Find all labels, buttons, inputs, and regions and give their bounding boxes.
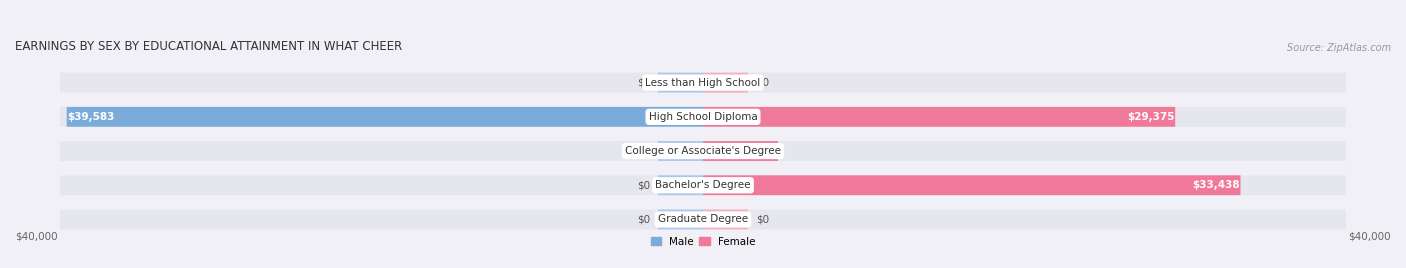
FancyBboxPatch shape bbox=[60, 210, 1346, 229]
Legend: Male, Female: Male, Female bbox=[647, 233, 759, 251]
FancyBboxPatch shape bbox=[658, 175, 703, 195]
Text: $0: $0 bbox=[756, 214, 769, 225]
Text: Less than High School: Less than High School bbox=[645, 78, 761, 88]
Text: $0: $0 bbox=[637, 214, 650, 225]
FancyBboxPatch shape bbox=[703, 210, 748, 229]
FancyBboxPatch shape bbox=[60, 175, 1346, 195]
Text: $0: $0 bbox=[637, 180, 650, 190]
Text: EARNINGS BY SEX BY EDUCATIONAL ATTAINMENT IN WHAT CHEER: EARNINGS BY SEX BY EDUCATIONAL ATTAINMEN… bbox=[15, 40, 402, 53]
Text: $40,000: $40,000 bbox=[1348, 231, 1391, 241]
FancyBboxPatch shape bbox=[703, 107, 1175, 127]
Text: High School Diploma: High School Diploma bbox=[648, 112, 758, 122]
Text: $40,000: $40,000 bbox=[15, 231, 58, 241]
FancyBboxPatch shape bbox=[66, 107, 703, 127]
Text: Source: ZipAtlas.com: Source: ZipAtlas.com bbox=[1286, 43, 1391, 53]
FancyBboxPatch shape bbox=[658, 141, 703, 161]
FancyBboxPatch shape bbox=[703, 141, 778, 161]
Text: Bachelor's Degree: Bachelor's Degree bbox=[655, 180, 751, 190]
Text: Graduate Degree: Graduate Degree bbox=[658, 214, 748, 225]
FancyBboxPatch shape bbox=[703, 73, 748, 92]
Text: $0: $0 bbox=[637, 78, 650, 88]
Text: $39,583: $39,583 bbox=[67, 112, 115, 122]
Text: $4,667: $4,667 bbox=[737, 146, 778, 156]
FancyBboxPatch shape bbox=[658, 73, 703, 92]
Text: $0: $0 bbox=[756, 78, 769, 88]
FancyBboxPatch shape bbox=[60, 141, 1346, 161]
FancyBboxPatch shape bbox=[658, 210, 703, 229]
FancyBboxPatch shape bbox=[60, 107, 1346, 127]
Text: $0: $0 bbox=[637, 146, 650, 156]
FancyBboxPatch shape bbox=[60, 73, 1346, 92]
Text: College or Associate's Degree: College or Associate's Degree bbox=[626, 146, 780, 156]
FancyBboxPatch shape bbox=[703, 175, 1240, 195]
Text: $29,375: $29,375 bbox=[1128, 112, 1174, 122]
Text: $33,438: $33,438 bbox=[1192, 180, 1240, 190]
